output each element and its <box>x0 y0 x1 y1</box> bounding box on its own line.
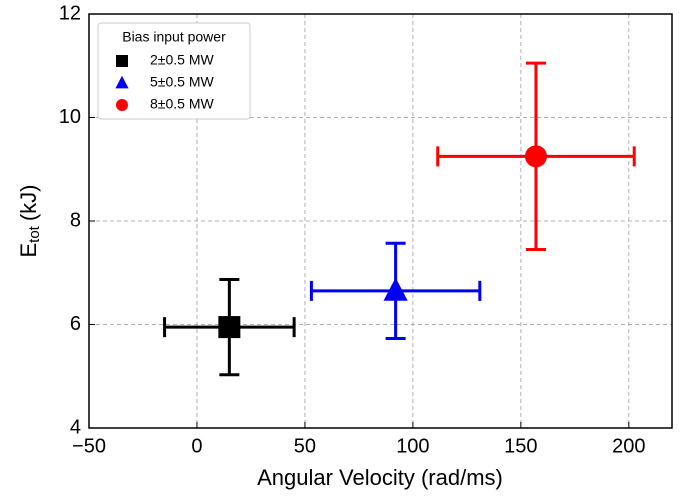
x-axis-label: Angular Velocity (rad/ms) <box>257 465 503 490</box>
legend-box <box>97 22 251 120</box>
legend-marker <box>116 99 128 111</box>
y-label-main: E <box>16 243 41 258</box>
y-label-sub: tot <box>26 225 43 243</box>
y-tick-label: 10 <box>59 106 81 128</box>
y-label-unit: (kJ) <box>16 184 41 221</box>
legend-marker <box>116 55 128 67</box>
x-tick-label: 100 <box>396 435 429 457</box>
legend-marker <box>115 75 129 89</box>
x-tick-label: 200 <box>612 435 645 457</box>
legend-label: 5±0.5 MW <box>150 74 214 90</box>
y-tick-label: 4 <box>70 416 81 438</box>
data-point <box>218 316 241 339</box>
legend-title: Bias input power <box>122 29 226 45</box>
x-tick-label: 150 <box>504 435 537 457</box>
x-tick-label: 50 <box>294 435 316 457</box>
y-axis-label: Etot (kJ) <box>16 184 43 257</box>
legend-label: 8±0.5 MW <box>150 96 214 112</box>
y-tick-label: 6 <box>70 313 81 335</box>
y-tick-label: 8 <box>70 209 81 231</box>
legend-label: 2±0.5 MW <box>150 52 214 68</box>
data-point <box>524 145 547 168</box>
x-tick-label: −50 <box>72 435 106 457</box>
y-tick-label: 12 <box>59 2 81 24</box>
x-tick-label: 0 <box>191 435 202 457</box>
plot-frame <box>88 13 673 429</box>
data-point <box>383 277 408 301</box>
